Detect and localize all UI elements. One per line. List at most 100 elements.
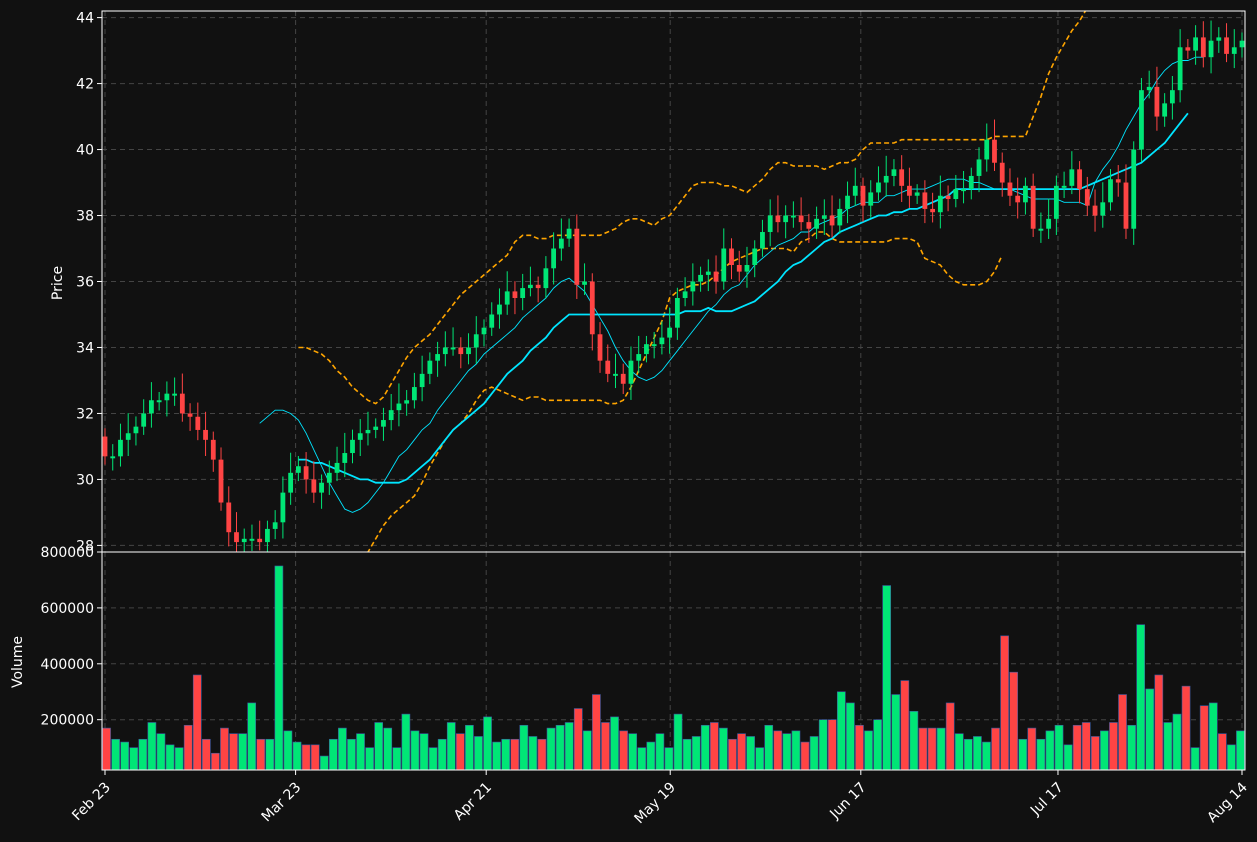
volume-bar [465,724,474,771]
volume-bar [673,713,683,771]
candle-body [783,215,789,223]
volume-bar [455,733,465,771]
candle-body [1169,90,1175,104]
candle-body [1216,37,1222,41]
candle-body [644,344,649,355]
candle-body [566,228,572,239]
volume-bar [410,730,420,771]
volume-tick-label: 600000 [41,601,94,617]
candle-body [790,215,796,218]
candle-body [342,453,348,463]
volume-bar [555,724,565,771]
volume-bar [709,722,719,771]
candle-body [767,215,773,233]
candle-body [125,433,131,440]
candle-body [589,281,595,335]
candle-body [156,400,162,403]
candle-body [265,528,270,543]
volume-bar [791,730,801,771]
candle-body [651,344,657,347]
bollinger-bands [298,11,1087,552]
candle-body [729,248,734,266]
volume-tick-label: 400000 [41,657,94,673]
volume-bar [356,733,365,771]
volume-bar [564,722,574,771]
candle-body [288,472,294,493]
candle-body [187,413,193,417]
volume-bar [138,738,148,771]
volume-bar [165,744,175,771]
candle-body [667,327,673,338]
candle-body [1077,169,1082,190]
volume-bar [637,747,647,771]
candle-body [234,532,239,543]
candle-body [837,208,843,226]
volume-bar [918,727,928,771]
volume-bar [836,691,846,771]
candle-body [798,215,804,223]
price-tick-label: 38 [76,209,94,225]
candle-body [404,400,410,404]
volume-bar [238,733,247,771]
candle-body [721,248,727,282]
volume-bar [546,727,556,771]
volume-bar [954,733,964,771]
candle-body [373,426,379,430]
volume-bar [537,738,547,771]
candle-body [1053,185,1059,219]
candle-body [945,195,951,200]
volume-bar [510,738,520,771]
candle-body [419,373,425,388]
candle-body [852,185,858,196]
candle-body [821,215,827,219]
candle-body [357,433,363,440]
volume-tick-label: 200000 [41,713,94,729]
candle-body [899,169,905,186]
volume-bar [129,747,139,771]
volume-panel-frame [101,551,1246,771]
volume-bar [1018,738,1028,771]
volume-bar [664,747,674,771]
candle-body [705,271,711,275]
volume-bar [338,727,347,771]
candle-body [241,538,247,543]
candle-body [698,274,703,282]
volume-bar [501,738,511,771]
volume-bar [755,747,765,771]
candle-body [149,400,154,414]
candle-body [427,360,433,374]
candle-body [907,185,912,196]
volume-bar [301,744,311,771]
candle-body [535,284,541,289]
candle-body [141,413,147,427]
volume-bar [728,738,737,771]
candle-body [218,459,224,503]
candle-body [551,248,557,269]
volume-bar [1163,722,1173,771]
volume-bar [283,730,293,771]
candle-body [582,281,587,285]
volume-bar [265,738,275,771]
candle-body [713,271,719,282]
volume-bar [1109,722,1118,771]
candle-body [512,291,518,298]
volume-bar [891,694,901,771]
candle-body [682,291,688,298]
price-tick-label: 42 [76,77,94,93]
volume-bar [1054,724,1064,771]
candle-body [435,354,440,361]
candle-body [504,291,510,305]
volume-bar [1236,730,1245,771]
volume-bar [773,730,783,771]
volume-bar [963,738,973,771]
price-tick-label: 28 [76,538,94,554]
volume-bar [1000,635,1009,771]
candle-body [466,347,471,355]
volume-bar [619,730,628,771]
volume-bar [927,727,937,771]
volume-axis-label: Volume [10,636,26,688]
candle-body [1030,185,1036,229]
volume-bar [882,585,892,771]
volume-bar [945,702,955,771]
volume-bar [991,727,1000,771]
